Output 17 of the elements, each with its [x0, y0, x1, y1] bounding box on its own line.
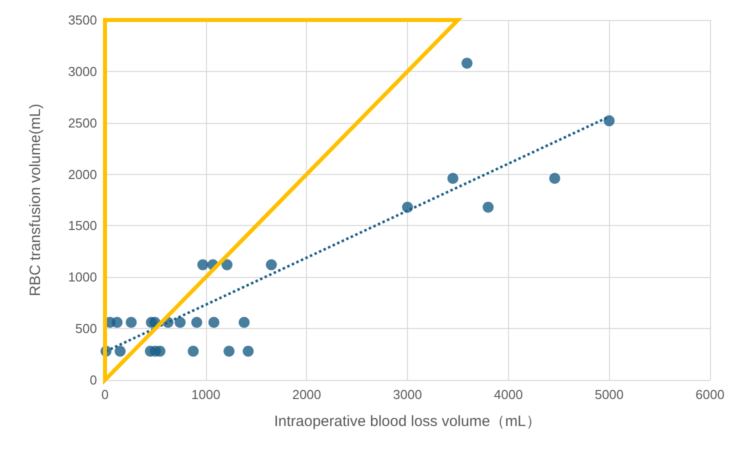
y-tick-label: 2000 — [68, 166, 97, 182]
y-tick-label: 0 — [90, 372, 97, 388]
x-axis-title: Intraoperative blood loss volume（mL） — [274, 413, 541, 430]
y-tick-label: 3500 — [68, 12, 97, 28]
x-tick-label: 6000 — [696, 387, 724, 402]
y-tick-label: 2500 — [68, 115, 97, 130]
x-tick-label: 0 — [101, 387, 109, 402]
x-tick-label: 4000 — [494, 387, 523, 402]
x-tick-label: 1000 — [191, 387, 220, 402]
x-tick-label: 2000 — [292, 387, 322, 402]
x-tick-label: 5000 — [594, 387, 624, 402]
y-axis-title: RBC transfusion volume(mL) — [27, 104, 44, 296]
y-tick-label: 500 — [75, 321, 97, 336]
x-tick-label: 3000 — [393, 387, 422, 402]
y-tick-label: 1500 — [68, 218, 97, 234]
y-tick-label: 1000 — [68, 270, 97, 285]
y-tick-label: 3000 — [68, 64, 97, 79]
